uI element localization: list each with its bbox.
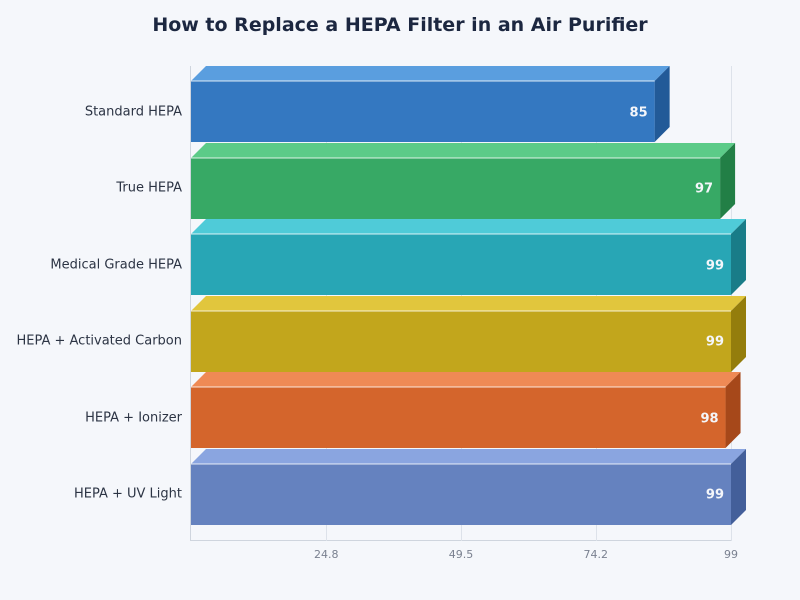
y-category-label: HEPA + Ionizer <box>85 410 182 425</box>
y-category-label: Medical Grade HEPA <box>50 257 182 272</box>
x-tick-label: 99 <box>724 548 738 561</box>
bar-value-label: 99 <box>705 334 724 350</box>
x-tick-label: 24.8 <box>314 548 339 561</box>
x-tick-label: 49.5 <box>448 548 474 561</box>
y-category-label: HEPA + UV Light <box>73 486 182 502</box>
x-axis-line <box>190 540 731 541</box>
bar-value-label: 85 <box>629 105 648 120</box>
x-tick-label: 74.2 <box>583 548 608 561</box>
bar-value-label: 98 <box>700 411 719 426</box>
y-category-label: HEPA + Activated Carbon <box>16 333 182 349</box>
bar-value-label: 99 <box>705 487 724 503</box>
y-axis-line <box>190 66 191 541</box>
bar-value-label: 97 <box>694 181 714 197</box>
y-category-label: Standard HEPA <box>84 104 182 119</box>
chart-title: How to Replace a HEPA Filter in an Air P… <box>152 14 648 36</box>
bar-value-label: 99 <box>705 258 724 273</box>
y-category-label: True HEPA <box>116 180 182 196</box>
